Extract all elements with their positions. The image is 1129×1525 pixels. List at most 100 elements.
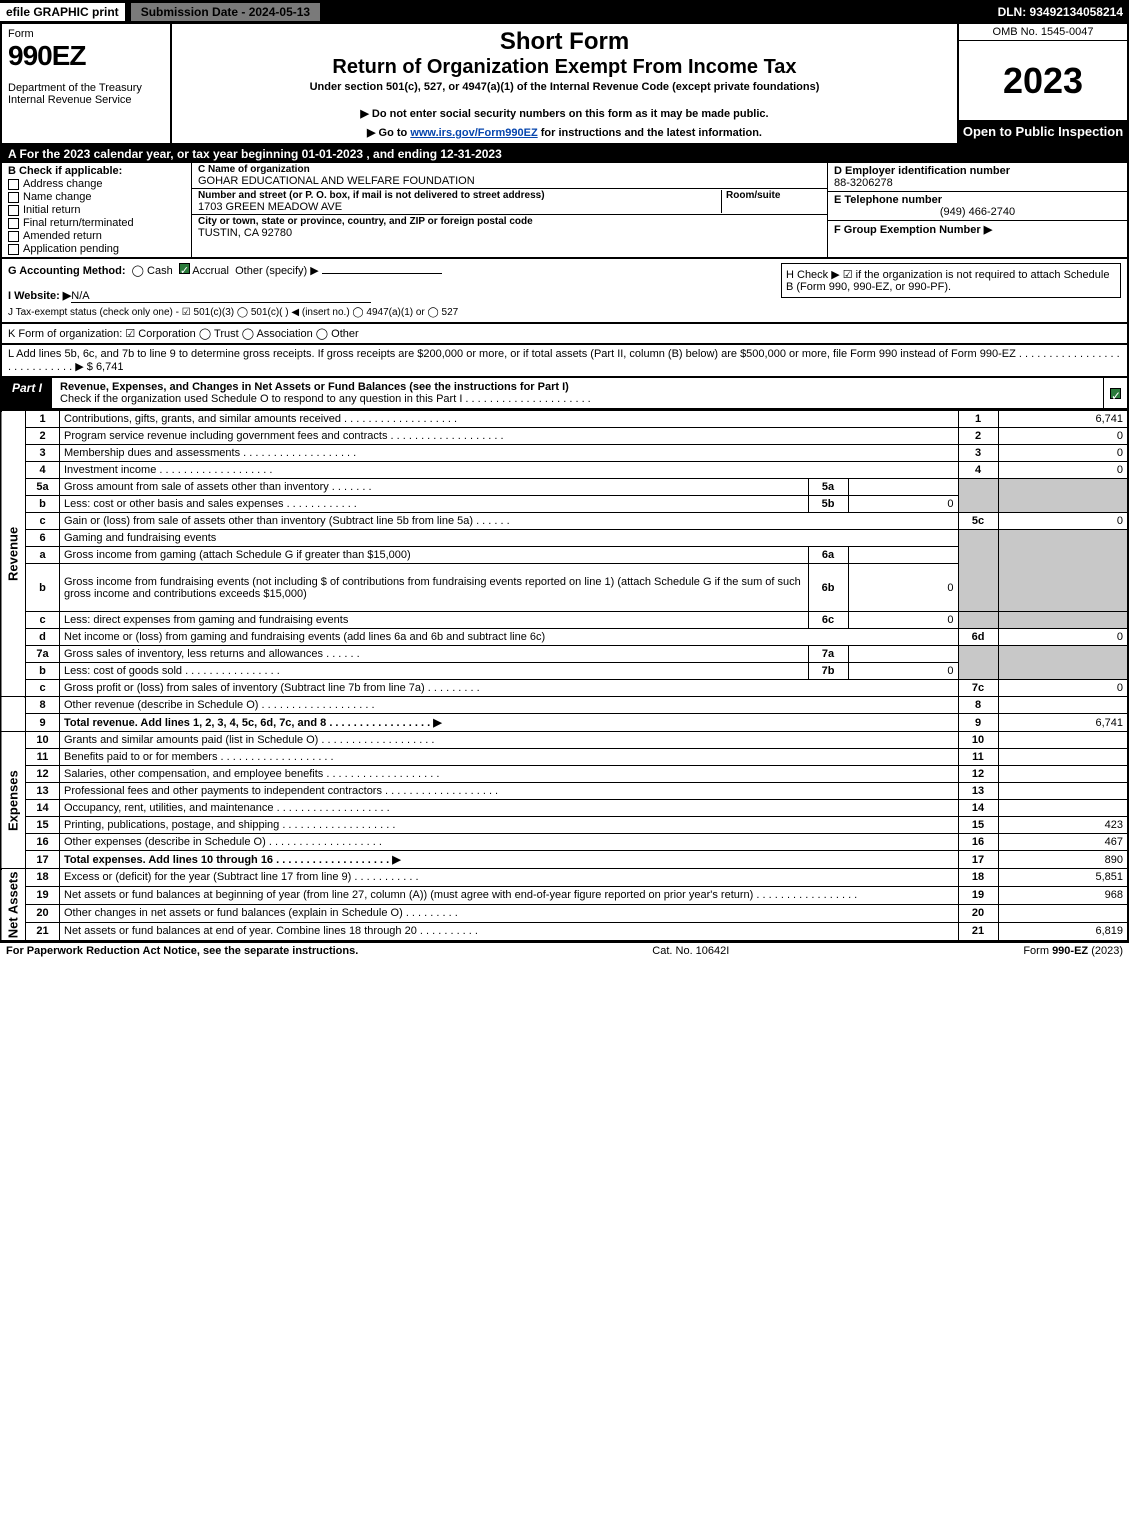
e-tel-value: (949) 466-2740	[834, 206, 1121, 218]
line-num: c	[26, 680, 60, 697]
form-header: Form 990EZ Department of the Treasury In…	[0, 24, 1129, 145]
ghij-left: G Accounting Method: ◯ Cash ✓ Accrual Ot…	[8, 263, 781, 318]
section-b: B Check if applicable: Address change Na…	[0, 163, 1129, 259]
footer-catno: Cat. No. 10642I	[358, 945, 1023, 957]
shade-cell	[998, 612, 1128, 629]
submission-date: Submission Date - 2024-05-13	[129, 1, 322, 23]
g-other-blank[interactable]	[322, 273, 442, 274]
g-other[interactable]: Other (specify) ▶	[235, 265, 319, 277]
shade-cell	[958, 646, 998, 680]
line-ref: 6d	[958, 629, 998, 646]
ssn-note: ▶ Do not enter social security numbers o…	[182, 107, 947, 120]
goto-note: ▶ Go to www.irs.gov/Form990EZ for instru…	[182, 126, 947, 139]
efile-label[interactable]: efile GRAPHIC print	[0, 3, 125, 21]
line-desc: Grants and similar amounts paid (list in…	[64, 734, 318, 746]
line-amt	[998, 732, 1128, 749]
chk-final-return[interactable]: Final return/terminated	[8, 217, 185, 229]
line-desc: Investment income	[64, 464, 156, 476]
line-amt: 0	[998, 629, 1128, 646]
chk-label: Amended return	[23, 230, 102, 242]
header-left: Form 990EZ Department of the Treasury In…	[2, 24, 172, 143]
table-row: 16 Other expenses (describe in Schedule …	[1, 834, 1128, 851]
omb-number: OMB No. 1545-0047	[959, 24, 1127, 41]
line-num: 20	[26, 904, 60, 922]
checkbox-icon[interactable]	[8, 231, 19, 242]
line-ref: 21	[958, 922, 998, 940]
checkbox-icon[interactable]	[8, 244, 19, 255]
l-text: L Add lines 5b, 6c, and 7b to line 9 to …	[8, 348, 1120, 373]
part-checkbox[interactable]: ✓	[1103, 378, 1127, 408]
sub-val	[848, 547, 958, 564]
b-header: B Check if applicable:	[8, 165, 185, 177]
table-row: Expenses 10 Grants and similar amounts p…	[1, 732, 1128, 749]
chk-label: Name change	[23, 191, 92, 203]
line-ref: 4	[958, 462, 998, 479]
org-name: GOHAR EDUCATIONAL AND WELFARE FOUNDATION	[198, 175, 821, 187]
line-desc: Membership dues and assessments	[64, 447, 240, 459]
shade-cell	[998, 530, 1128, 612]
checkbox-icon[interactable]	[8, 179, 19, 190]
line-amt: 0	[998, 680, 1128, 697]
dln-label: DLN: 93492134058214	[998, 5, 1129, 19]
g-accrual[interactable]: Accrual	[192, 265, 229, 277]
line-amt: 890	[998, 851, 1128, 869]
table-row: 14 Occupancy, rent, utilities, and maint…	[1, 800, 1128, 817]
sub-num: 7a	[808, 646, 848, 663]
line-amt: 0	[998, 428, 1128, 445]
f-group-label: F Group Exemption Number ▶	[834, 224, 992, 236]
line-num: 6	[26, 530, 60, 547]
under-section: Under section 501(c), 527, or 4947(a)(1)…	[182, 81, 947, 93]
line-num: c	[26, 612, 60, 629]
checkbox-icon[interactable]	[8, 192, 19, 203]
chk-initial-return[interactable]: Initial return	[8, 204, 185, 216]
table-row: Net Assets 18 Excess or (deficit) for th…	[1, 869, 1128, 887]
c-addr-row: Number and street (or P. O. box, if mail…	[192, 189, 827, 215]
line-num: 7a	[26, 646, 60, 663]
line-amt	[998, 904, 1128, 922]
chk-label: Final return/terminated	[23, 217, 134, 229]
line-desc: Printing, publications, postage, and shi…	[64, 819, 279, 831]
org-street: 1703 GREEN MEADOW AVE	[198, 201, 721, 213]
sub-num: 6c	[808, 612, 848, 629]
right-info: D Employer identification number 88-3206…	[827, 163, 1127, 257]
g-cash[interactable]: Cash	[147, 265, 173, 277]
header-center: Short Form Return of Organization Exempt…	[172, 24, 957, 143]
i-website: I Website: ▶N/A	[8, 289, 781, 303]
chk-name-change[interactable]: Name change	[8, 191, 185, 203]
line-amt: 6,741	[998, 714, 1128, 732]
i-label: I Website: ▶	[8, 290, 71, 302]
d-ein-label: D Employer identification number	[834, 165, 1121, 177]
line-desc: Less: direct expenses from gaming and fu…	[60, 612, 809, 629]
table-row: 12 Salaries, other compensation, and emp…	[1, 766, 1128, 783]
checkbox-icon[interactable]	[8, 205, 19, 216]
goto-post: for instructions and the latest informat…	[538, 127, 762, 139]
line-amt: 467	[998, 834, 1128, 851]
line-ref: 14	[958, 800, 998, 817]
open-inspection: Open to Public Inspection	[959, 120, 1127, 143]
chk-application-pending[interactable]: Application pending	[8, 243, 185, 255]
part-sub: Check if the organization used Schedule …	[60, 393, 462, 405]
e-tel-row: E Telephone number (949) 466-2740	[828, 192, 1127, 221]
line-desc: Other revenue (describe in Schedule O)	[64, 699, 258, 711]
table-row: 11 Benefits paid to or for members 11	[1, 749, 1128, 766]
part-title: Revenue, Expenses, and Changes in Net As…	[52, 378, 1103, 408]
line-num: b	[26, 564, 60, 612]
org-city: TUSTIN, CA 92780	[198, 227, 821, 239]
checkbox-icon[interactable]	[8, 218, 19, 229]
irs-link[interactable]: www.irs.gov/Form990EZ	[410, 127, 537, 139]
shade-cell	[958, 530, 998, 612]
chk-label: Address change	[23, 178, 103, 190]
chk-address-change[interactable]: Address change	[8, 178, 185, 190]
checkbox-filled-icon[interactable]: ✓	[179, 263, 190, 274]
row-a-period: A For the 2023 calendar year, or tax yea…	[0, 145, 1129, 163]
line-desc: Excess or (deficit) for the year (Subtra…	[64, 871, 351, 883]
table-row: 4 Investment income 4 0	[1, 462, 1128, 479]
line-num: c	[26, 513, 60, 530]
line-ref: 17	[958, 851, 998, 869]
footer-left: For Paperwork Reduction Act Notice, see …	[6, 945, 358, 957]
line-amt: 0	[998, 462, 1128, 479]
table-row: c Gain or (loss) from sale of assets oth…	[1, 513, 1128, 530]
line-num: 3	[26, 445, 60, 462]
chk-amended-return[interactable]: Amended return	[8, 230, 185, 242]
line-amt: 0	[998, 513, 1128, 530]
